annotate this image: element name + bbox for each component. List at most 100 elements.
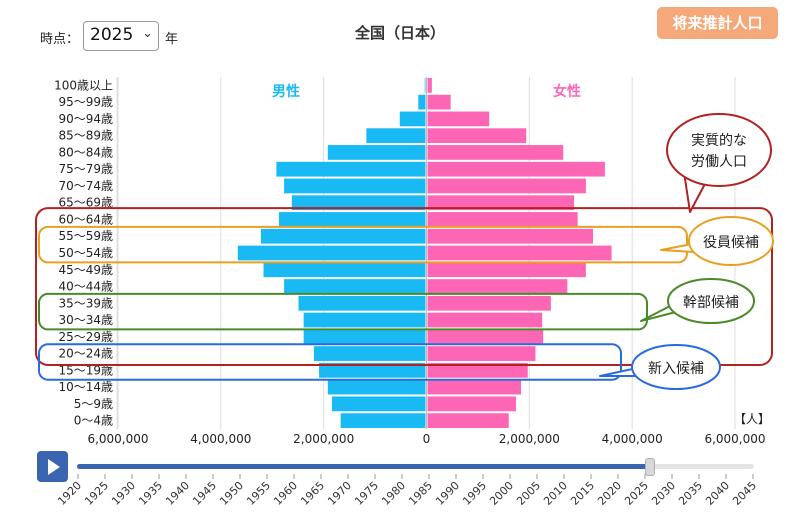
slider-year-label: 2005 [514, 479, 543, 508]
play-icon [48, 459, 60, 475]
bar-male [303, 312, 426, 328]
age-tick-label: 0〜4歳 [74, 414, 113, 428]
age-tick-label: 50〜54歳 [58, 246, 113, 260]
age-tick-label: 95〜99歳 [58, 95, 113, 109]
slider-year-label: 1955 [244, 479, 273, 508]
bar-male [237, 245, 426, 261]
age-tick-label: 55〜59歳 [58, 229, 113, 243]
slider-year-label: 2020 [595, 479, 624, 508]
chart-title: 全国（日本） [354, 24, 445, 42]
callout-manager [667, 278, 755, 324]
slider-year-label: 1930 [109, 479, 138, 508]
slider-year-label: 1995 [460, 479, 489, 508]
slider-year-label: 1990 [433, 479, 462, 508]
slider-year-label: 1975 [352, 479, 381, 508]
slider-year-label: 2035 [676, 479, 705, 508]
slider-year-label: 2040 [703, 479, 732, 508]
slider-year-label: 1940 [163, 479, 192, 508]
bar-male [319, 362, 426, 378]
age-tick-label: 25〜29歳 [58, 330, 113, 344]
age-tick-label: 60〜64歳 [58, 212, 113, 226]
unit-label: 【人】 [734, 412, 770, 426]
bar-male [327, 145, 426, 160]
age-tick-label: 15〜19歳 [58, 363, 113, 377]
age-tick-label: 35〜39歳 [58, 296, 113, 310]
bar-male [399, 111, 426, 127]
callout-working-age-text: 実質的な [691, 133, 747, 149]
year-unit-label: 年 [165, 32, 179, 47]
age-tick-label: 30〜34歳 [58, 313, 113, 327]
bar-female [427, 128, 527, 144]
slider-year-label: 1950 [217, 479, 246, 508]
x-tick-label: 6,000,000 [704, 432, 765, 446]
age-tick-label: 10〜14歳 [58, 380, 113, 394]
x-tick-label: 2,000,000 [499, 432, 560, 446]
bar-male [298, 295, 426, 311]
bar-male [366, 128, 426, 144]
age-tick-label: 80〜84歳 [58, 145, 113, 159]
bar-female [427, 413, 509, 428]
bar-female [427, 329, 544, 345]
x-tick-label: 6,000,000 [87, 432, 148, 446]
bar-female [427, 346, 536, 361]
bar-male [284, 178, 426, 194]
bar-female [427, 295, 551, 311]
age-tick-label: 70〜74歳 [58, 179, 113, 193]
slider-year-label: 2015 [568, 479, 597, 508]
bar-female [427, 228, 594, 244]
population-pyramid-chart: 100歳以上 95〜99歳 90〜94歳 85〜89歳 80〜84歳 75〜79歳 70〜7… [35, 77, 774, 446]
age-tick-label: 65〜69歳 [58, 196, 113, 210]
age-tick-label: 100歳以上 [54, 78, 113, 92]
age-tick-label: 85〜89歳 [58, 129, 113, 143]
play-button[interactable] [37, 451, 68, 482]
callout-new-hire-text: 新入候補 [648, 361, 704, 377]
bar-male [260, 228, 426, 244]
age-tick-label: 5〜9歳 [74, 397, 113, 411]
x-tick-label: 2,000,000 [293, 432, 354, 446]
age-tick-label: 75〜79歳 [58, 162, 113, 176]
slider-year-label: 1965 [298, 479, 327, 508]
bar-male [418, 94, 426, 110]
bar-female [427, 94, 451, 110]
bar-male [276, 161, 426, 177]
bar-female [427, 212, 578, 227]
callout-executive-text: 役員候補 [703, 235, 759, 251]
year-slider[interactable] [77, 458, 754, 476]
bar-male [331, 396, 426, 412]
time-point-label: 時点： [40, 32, 80, 47]
year-slider-fill [77, 464, 650, 469]
legend-male: 男性 [272, 83, 300, 100]
age-tick-label: 90〜94歳 [58, 112, 113, 126]
future-projection-button[interactable]: 将来推計人口 [657, 7, 778, 39]
bar-male [291, 195, 426, 211]
callout-new-hire [631, 344, 721, 390]
year-select-value: 2025 [90, 25, 134, 45]
x-tick-label: 0 [423, 432, 431, 446]
bar-female [427, 195, 575, 211]
slider-year-label: 2010 [541, 479, 570, 508]
bar-female [427, 178, 586, 194]
bar-female [427, 379, 522, 395]
bar-male [284, 279, 426, 294]
year-select[interactable]: 2025 ⌄ [83, 21, 159, 51]
bar-female [427, 145, 564, 160]
slider-year-label: 2025 [622, 479, 651, 508]
bar-female [427, 312, 543, 328]
bar-female [427, 78, 432, 93]
working-age-band [35, 207, 773, 366]
callout-working-age [666, 113, 772, 187]
bar-female [427, 161, 605, 177]
slider-year-axis: 1920192519301935194019451950195519601965… [55, 474, 759, 508]
bar-male [340, 413, 426, 428]
slider-year-label: 2000 [487, 479, 516, 508]
slider-year-label: 1945 [190, 479, 219, 508]
year-slider-handle[interactable] [644, 458, 655, 476]
callout-executive [688, 216, 774, 266]
callout-working-age-text: 労働人口 [691, 154, 747, 170]
manager-candidate-band [38, 292, 648, 331]
bar-female [427, 111, 490, 127]
slider-year-label: 1960 [271, 479, 300, 508]
slider-year-label: 2045 [730, 479, 759, 508]
bar-male [327, 379, 426, 395]
